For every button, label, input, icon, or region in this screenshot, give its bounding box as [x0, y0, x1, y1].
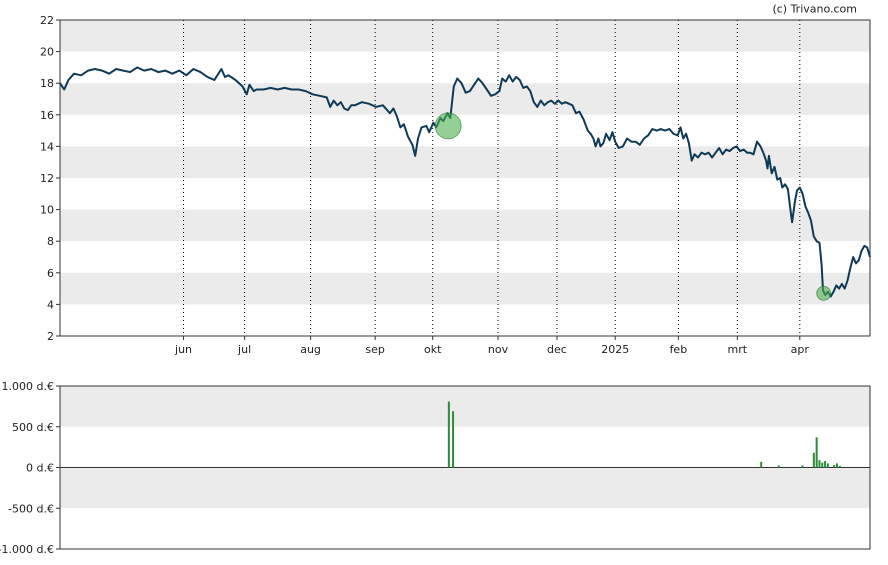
volume-band — [60, 467, 870, 509]
price-y-tick-label: 22 — [40, 14, 54, 27]
volume-bar — [826, 463, 829, 468]
volume-bar — [760, 461, 763, 468]
month-label: aug — [300, 343, 321, 356]
volume-bar — [447, 401, 450, 468]
month-label: apr — [791, 343, 810, 356]
price-y-tick-label: 20 — [40, 46, 54, 59]
volume-bar — [801, 465, 804, 468]
price-y-tick-label: 12 — [40, 172, 54, 185]
month-label: sep — [365, 343, 384, 356]
price-y-tick-label: 16 — [40, 109, 54, 122]
volume-bar — [812, 452, 815, 468]
volume-bar — [824, 460, 827, 468]
transaction-marker — [434, 112, 462, 140]
volume-bar — [833, 465, 836, 468]
price-panel-bands — [60, 20, 870, 305]
volume-y-axis: 1.000 d.€ 500 d.€ 0 d.€ -500 d.€ -1.000 d.€ — [0, 380, 60, 556]
credit-text: (c) Trivano.com — [772, 3, 857, 16]
volume-bar — [452, 411, 455, 468]
volume-y-tick-label: 0 d.€ — [26, 462, 54, 475]
volume-y-tick-label: 1.000 d.€ — [2, 380, 54, 393]
month-label: feb — [670, 343, 688, 356]
price-band — [60, 146, 870, 178]
volume-bar — [818, 460, 821, 468]
price-y-tick-label: 14 — [40, 140, 54, 153]
volume-bar — [821, 462, 824, 468]
month-label: nov — [488, 343, 509, 356]
price-markers — [434, 112, 832, 301]
volume-bars — [447, 401, 841, 468]
price-series-line — [59, 66, 871, 298]
volume-bar — [815, 437, 818, 468]
volume-y-tick-label: 500 d.€ — [12, 421, 54, 434]
price-y-tick-label: 8 — [47, 235, 54, 248]
price-band — [60, 272, 870, 305]
price-x-axis: jun jul aug sep okt nov dec 2025 feb mrt apr — [174, 336, 809, 356]
volume-y-tick-label: -500 d.€ — [8, 502, 54, 515]
volume-bar — [777, 465, 780, 468]
price-band — [60, 20, 870, 52]
month-label: jul — [237, 343, 251, 356]
price-y-tick-label: 18 — [40, 77, 54, 90]
volume-panel-bands — [60, 386, 870, 509]
price-band — [60, 83, 870, 115]
price-line-group — [59, 66, 871, 298]
volume-y-tick-label: -1.000 d.€ — [0, 543, 54, 556]
transaction-marker — [816, 285, 832, 301]
price-y-tick-label: 4 — [47, 298, 54, 311]
volume-band — [60, 386, 870, 427]
month-label: 2025 — [601, 343, 629, 356]
price-band — [60, 209, 870, 242]
month-label: jun — [174, 343, 192, 356]
price-y-tick-label: 2 — [47, 330, 54, 343]
month-label: dec — [547, 343, 567, 356]
volume-bar — [838, 465, 841, 468]
price-y-tick-label: 10 — [40, 204, 54, 217]
month-label: mrt — [728, 343, 748, 356]
price-y-axis: 2 4 6 8 10 12 14 16 18 20 22 — [40, 14, 60, 343]
volume-bar — [836, 463, 839, 468]
price-y-tick-label: 6 — [47, 267, 54, 280]
month-label: okt — [424, 343, 442, 356]
